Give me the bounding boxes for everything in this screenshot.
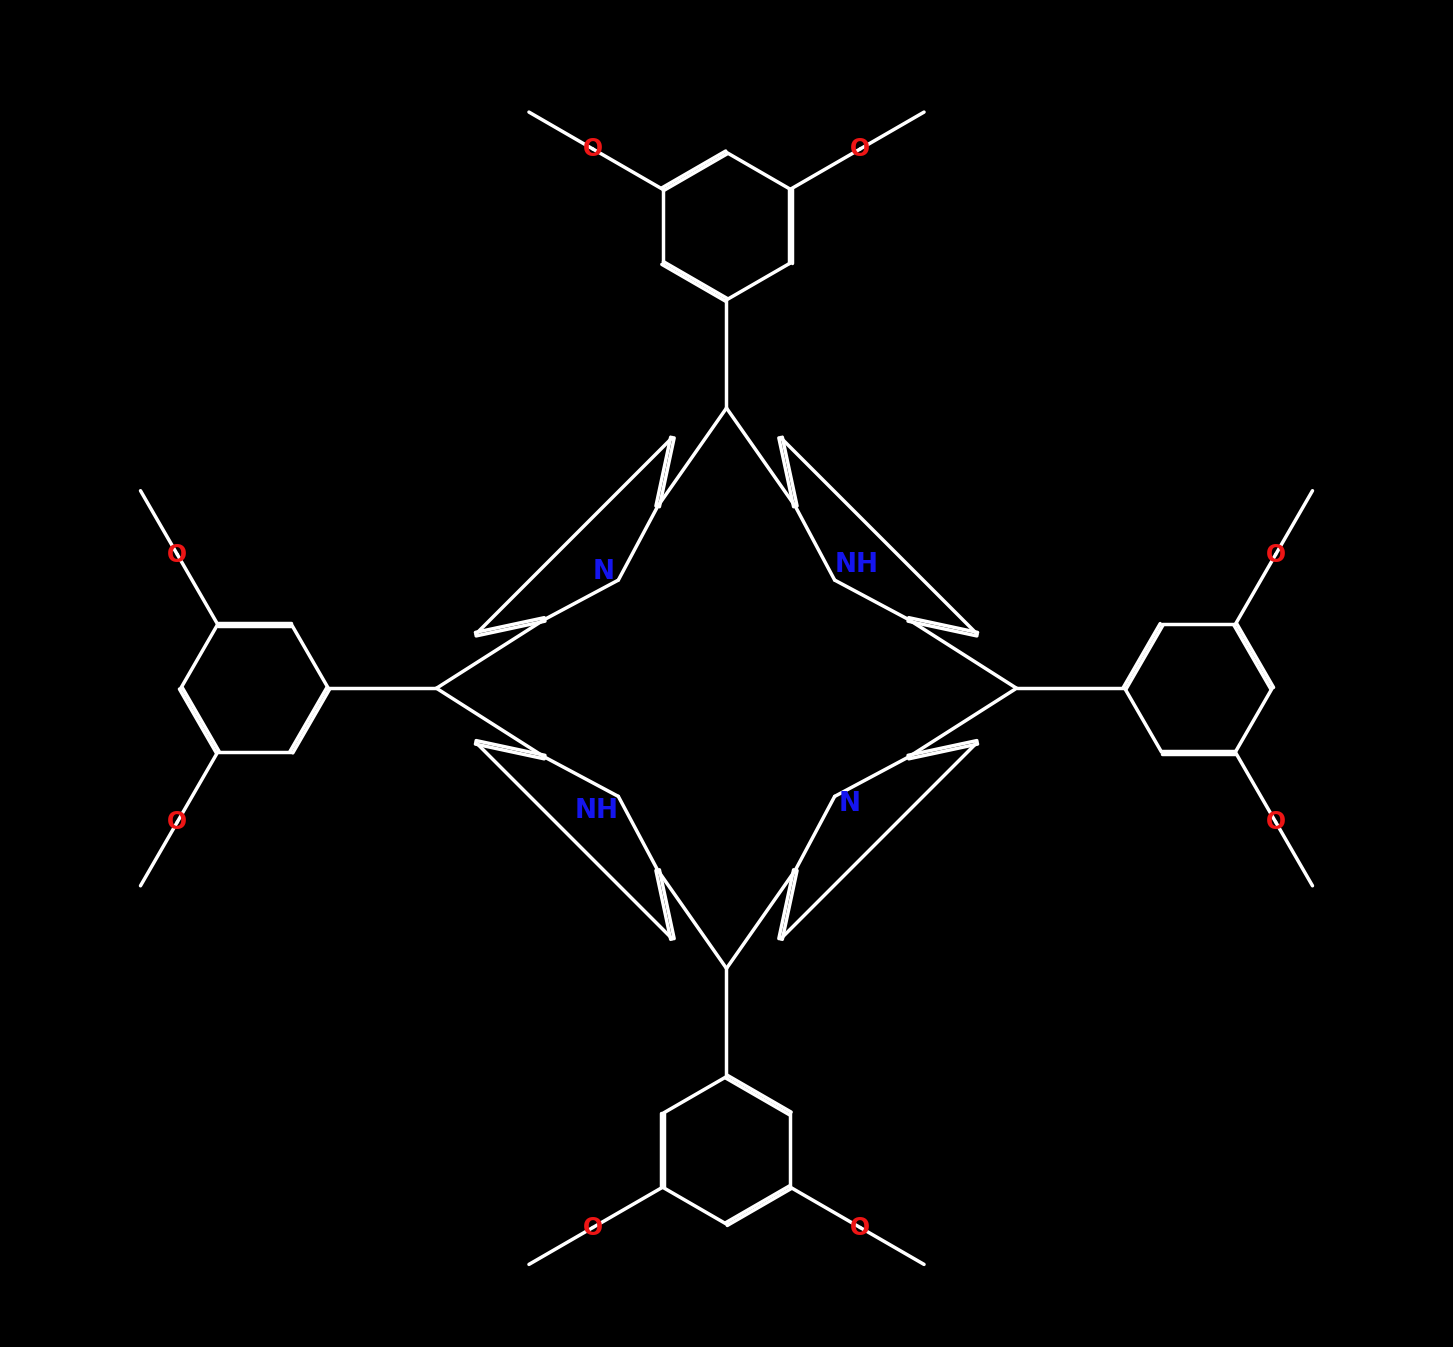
Text: O: O	[583, 1215, 603, 1239]
Text: O: O	[167, 810, 187, 834]
Text: N: N	[838, 791, 860, 818]
Text: O: O	[1266, 543, 1286, 567]
Text: N: N	[593, 559, 615, 585]
Text: O: O	[583, 137, 603, 160]
Text: NH: NH	[575, 799, 619, 824]
Text: O: O	[1266, 810, 1286, 834]
Text: NH: NH	[834, 552, 878, 578]
Text: O: O	[167, 543, 187, 567]
Text: O: O	[850, 1215, 870, 1239]
Text: O: O	[850, 137, 870, 160]
